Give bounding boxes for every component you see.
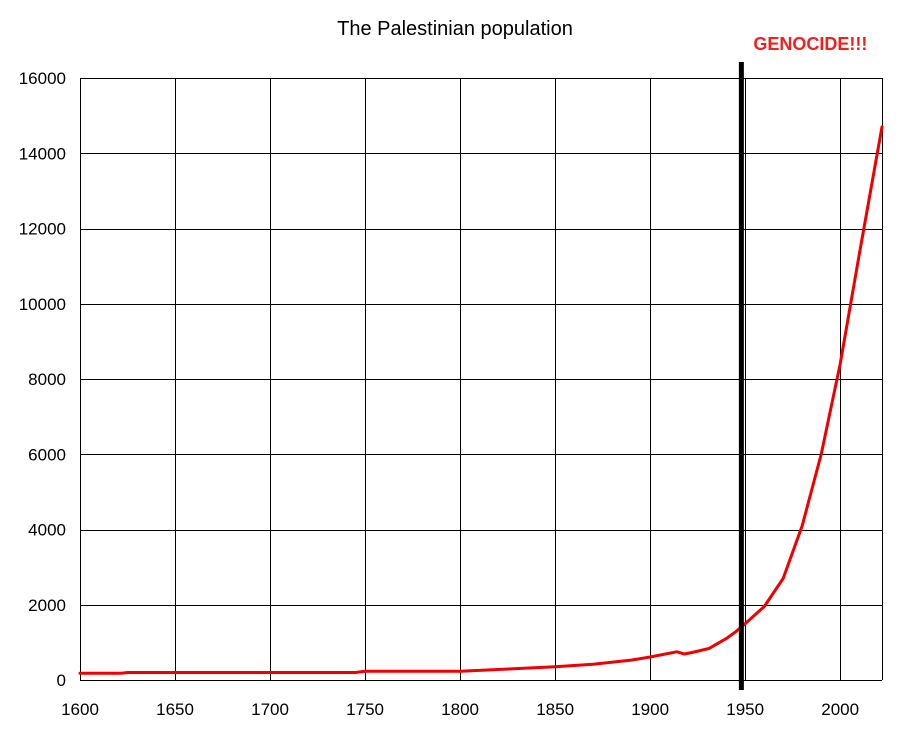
x-tick-label-1600: 1600 [61,700,99,719]
y-tick-label-8000: 8000 [28,370,66,389]
x-tick-label-1750: 1750 [346,700,384,719]
annotation-layer: GENOCIDE!!! [738,34,867,690]
x-tick-label-1800: 1800 [441,700,479,719]
x-tick-label-1650: 1650 [156,700,194,719]
y-tick-label-2000: 2000 [28,596,66,615]
x-tick-label-2000: 2000 [821,700,859,719]
x-tick-label-1700: 1700 [251,700,289,719]
y-tick-label-14000: 14000 [19,144,66,163]
grid [80,78,883,681]
x-tick-label-1850: 1850 [536,700,574,719]
annotation-label: GENOCIDE!!! [753,34,867,54]
x-tick-label-1950: 1950 [726,700,764,719]
y-tick-label-16000: 16000 [19,69,66,88]
tick-labels: 1600 1650 1700 1750 1800 1850 1900 1950 2000 0 200… [19,69,859,719]
y-tick-label-12000: 12000 [19,220,66,239]
chart-title: The Palestinian population [337,18,573,40]
y-tick-label-10000: 10000 [19,295,66,314]
series-line-0 [78,125,884,675]
x-tick-label-1900: 1900 [631,700,669,719]
y-tick-label-4000: 4000 [28,521,66,540]
y-tick-label-6000: 6000 [28,445,66,464]
y-tick-label-0: 0 [57,671,66,690]
series-layer [78,125,884,675]
